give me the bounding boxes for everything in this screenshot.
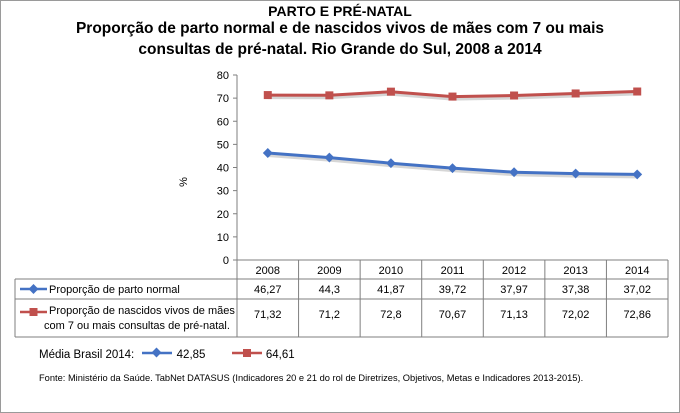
x-category-label: 2011: [441, 265, 465, 277]
x-category-label: 2013: [563, 265, 587, 277]
x-category-label: 2009: [317, 265, 341, 277]
legend-marker-parto: [142, 347, 173, 358]
data-value-label: 44,3: [319, 284, 340, 296]
data-value-label: 37,02: [623, 284, 651, 296]
legend-name-parto: Proporção de parto normal: [49, 284, 180, 296]
data-value-label: 72,86: [623, 309, 651, 321]
brazil-average-label: Média Brasil 2014:: [39, 349, 135, 361]
y-tick-label: 20: [217, 209, 229, 221]
y-tick-label: 40: [217, 163, 229, 175]
legend-marker-prenatal: [231, 349, 262, 357]
source-note: Fonte: Ministério da Saúde. TabNet DATAS…: [39, 373, 584, 383]
data-value-label: 70,67: [439, 309, 467, 321]
y-tick-label: 50: [217, 139, 229, 151]
x-category-label: 2010: [379, 265, 403, 277]
data-point: [262, 148, 273, 158]
data-value-label: 37,38: [562, 284, 590, 296]
data-point: [386, 87, 395, 96]
data-point: [632, 169, 643, 180]
y-tick-label: 70: [217, 93, 229, 105]
data-point: [570, 168, 581, 179]
y-tick-label: 10: [217, 232, 229, 244]
data-value-label: 39,72: [439, 284, 467, 296]
chart-title-line2: consultas de pré-natal. Rio Grande do Su…: [138, 41, 542, 58]
data-point: [448, 92, 457, 101]
data-value-label: 37,97: [500, 284, 528, 296]
chart-title-line1: Proporção de parto normal e de nascidos …: [75, 20, 605, 37]
legend-key-marker: [28, 284, 39, 294]
y-tick-label: 30: [217, 186, 229, 198]
brazil-average-row: Média Brasil 2014: 42,85 64,61: [39, 347, 295, 361]
data-value-label: 71,32: [254, 309, 282, 321]
y-tick-label: 60: [217, 116, 229, 128]
data-value-label: 41,87: [377, 284, 405, 296]
data-point: [571, 89, 580, 98]
x-category-label: 2008: [256, 265, 280, 277]
legend-name-prenatal-line1: Proporção de nascidos vivos de mães: [49, 305, 235, 317]
data-value-label: 71,2: [319, 309, 340, 321]
y-tick-label: 0: [223, 255, 229, 267]
x-category-label: 2014: [625, 265, 649, 277]
section-header: PARTO E PRÉ-NATAL: [268, 3, 412, 19]
data-point: [263, 91, 272, 100]
y-axis-label: %: [178, 177, 190, 187]
data-point: [633, 87, 642, 96]
y-tick-label: 80: [217, 70, 229, 82]
x-category-label: 2012: [502, 265, 526, 277]
brazil-average-prenatal: 64,61: [265, 349, 295, 361]
legend-key-marker: [29, 308, 38, 316]
data-value-label: 46,27: [254, 284, 282, 296]
data-value-label: 72,8: [380, 309, 401, 321]
legend-name-prenatal-line2: com 7 ou mais consultas de pré-natal.: [44, 320, 230, 332]
data-point: [447, 163, 458, 174]
brazil-average-parto: 42,85: [176, 349, 206, 361]
data-point: [325, 91, 334, 100]
data-point: [324, 152, 335, 163]
data-value-label: 71,13: [500, 309, 528, 321]
data-point: [385, 158, 396, 169]
data-point: [510, 91, 519, 100]
data-value-label: 72,02: [562, 309, 590, 321]
